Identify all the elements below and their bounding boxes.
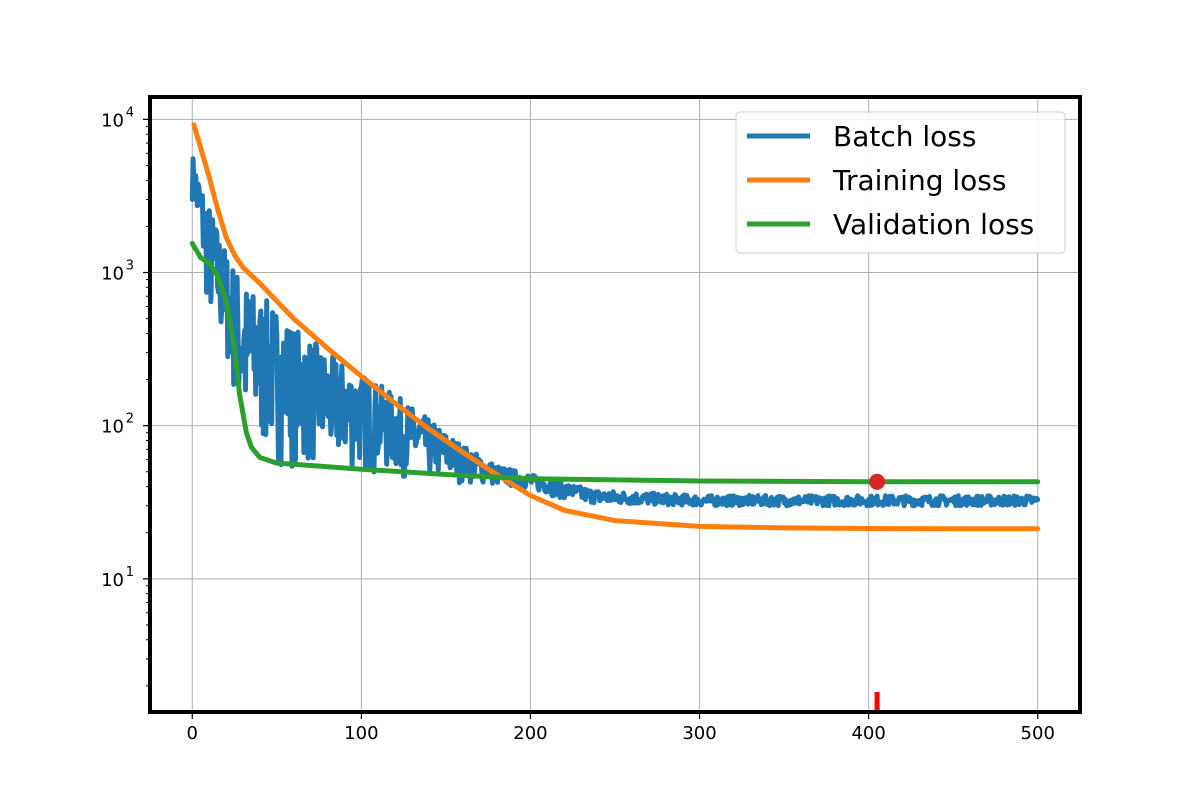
x-tick-label: 200: [513, 723, 547, 744]
y-tick-base: 10: [101, 264, 124, 285]
legend-label: Training loss: [832, 164, 1006, 197]
series-line-validation-loss: [189, 240, 1041, 485]
y-tick-label: 10 4: [101, 105, 134, 131]
plot-frame: [148, 95, 1082, 714]
x-axis-ticks: 0 100 200 300 400 500: [187, 712, 1055, 744]
y-tick-exponent: 4: [126, 105, 134, 120]
series-line-training-loss: [191, 122, 1041, 532]
legend-label: Validation loss: [833, 208, 1034, 241]
y-tick-base: 10: [101, 110, 124, 131]
annotation-layer: [869, 473, 886, 712]
legend-item: Batch loss: [747, 120, 976, 153]
y-tick-label: 10 1: [101, 565, 134, 591]
y-tick-exponent: 3: [126, 259, 134, 274]
y-tick-label: 10 3: [101, 259, 134, 285]
x-tick-label: 500: [1021, 723, 1055, 744]
y-tick-base: 10: [101, 417, 124, 438]
legend-box: [735, 111, 1066, 254]
x-tick-label: 300: [682, 723, 716, 744]
y-tick-exponent: 1: [126, 565, 134, 580]
legend: Batch loss Training loss Validation loss: [735, 111, 1066, 254]
legend-item: Training loss: [747, 164, 1006, 197]
series-line-batch-loss: [189, 156, 1041, 509]
x-tick-label: 400: [851, 723, 885, 744]
best-epoch-point: [869, 473, 886, 490]
y-tick-label: 10 2: [101, 412, 134, 438]
y-tick-base: 10: [101, 570, 124, 591]
x-tick-label: 100: [344, 723, 378, 744]
x-tick-label: 0: [187, 723, 198, 744]
series-layer: [189, 122, 1041, 532]
y-tick-exponent: 2: [126, 412, 134, 427]
legend-label: Batch loss: [833, 120, 976, 153]
legend-item: Validation loss: [747, 208, 1034, 241]
